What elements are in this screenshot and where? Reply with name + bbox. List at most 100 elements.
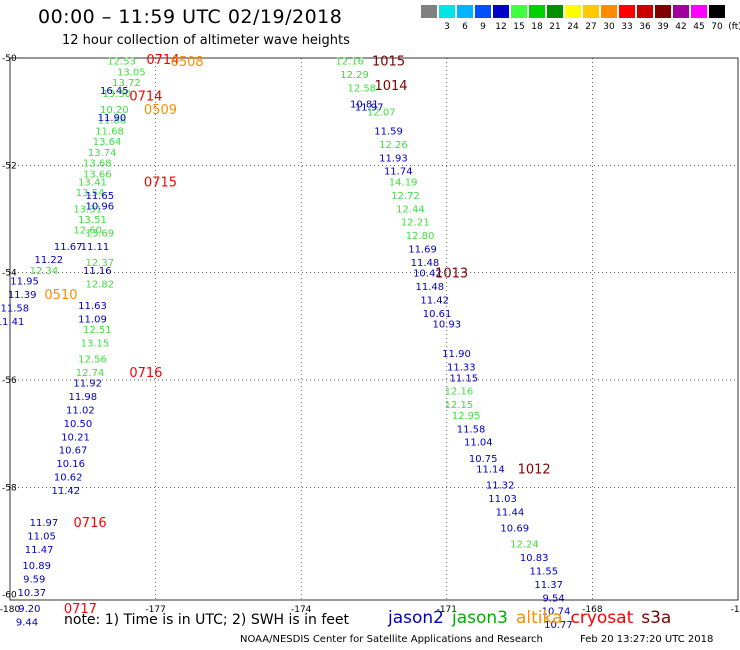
legend-label: 21 (549, 22, 561, 32)
legend-swatch (493, 5, 509, 18)
wave-height-value: 12.15 (445, 400, 474, 411)
lon-tick-label: -177 (145, 605, 165, 615)
wave-height-value: 11.92 (73, 379, 102, 390)
wave-height-value: 13.74 (88, 148, 117, 159)
wave-height-value: 10.42 (413, 269, 442, 280)
wave-height-value: 11.93 (379, 153, 408, 164)
wave-height-value: 12.16 (335, 57, 364, 68)
wave-height-value: 12.95 (452, 411, 481, 422)
legend-swatch (475, 5, 491, 18)
wave-height-value: 10.74 (542, 607, 571, 618)
satellite-key-altika: altika (516, 608, 563, 628)
pass-time-label: 1014 (374, 79, 407, 94)
wave-height-value: 11.39 (8, 290, 37, 301)
legend-unit: (ft) (728, 22, 740, 32)
wave-height-value: 11.09 (78, 314, 107, 325)
pass-time-label: 0717 (64, 602, 97, 617)
legend-label: 27 (585, 22, 597, 32)
map-grid (10, 58, 738, 600)
wave-height-value: 11.58 (1, 304, 30, 315)
wave-height-value: 10.69 (500, 524, 529, 535)
pass-time-label: 0510 (44, 288, 77, 303)
wave-height-value: 11.59 (374, 126, 403, 137)
wave-height-value: 10.83 (520, 553, 549, 564)
wave-height-value: 12.16 (445, 387, 474, 398)
wave-height-value: 11.02 (66, 405, 95, 416)
lon-tick-label: -168 (582, 605, 603, 615)
legend-swatch (637, 5, 653, 18)
wave-height-value: 13.68 (83, 159, 112, 170)
wave-height-value: 10.67 (59, 446, 88, 457)
pass-time-label: 0714 (146, 53, 179, 68)
generated-timestamp: Feb 20 13:27:20 UTC 2018 (580, 634, 714, 645)
wave-height-value: 13.64 (93, 137, 122, 148)
wave-height-value: 12.51 (83, 325, 112, 336)
wave-height-value: 11.33 (447, 363, 476, 374)
satellite-key-s3a: s3a (641, 608, 672, 628)
wave-height-value: 12.34 (30, 266, 59, 277)
wave-height-value: 11.41 (0, 317, 24, 328)
wave-height-value: 10.89 (22, 561, 51, 572)
wave-height-value: 10.20 (100, 105, 129, 116)
legend-label: 24 (567, 22, 579, 32)
wave-height-value: 11.42 (51, 486, 80, 497)
wave-height-value: 10.50 (64, 419, 93, 430)
wave-height-value: 12.56 (78, 355, 107, 366)
wave-height-value: 13.69 (85, 228, 114, 239)
wave-height-value: 9.44 (16, 617, 38, 628)
legend-label: 6 (462, 22, 468, 32)
legend-swatch (547, 5, 563, 18)
wave-height-value: 11.98 (68, 392, 97, 403)
legend-label: 42 (675, 22, 687, 32)
pass-time-label: 1012 (518, 463, 551, 478)
wave-height-value: 12.74 (76, 368, 105, 379)
wave-height-value: 11.15 (449, 373, 478, 384)
wave-height-value: 13.54 (76, 188, 105, 199)
wave-height-value: 10.21 (61, 432, 90, 443)
lon-tick-label: -16 (731, 605, 740, 615)
legend-label: 70 (711, 22, 723, 32)
wave-height-value: 11.65 (85, 191, 114, 202)
wave-height-value: 12.37 (85, 258, 114, 269)
legend-swatch (601, 5, 617, 18)
legend-swatch (709, 5, 725, 18)
wave-height-value: 11.74 (384, 167, 413, 178)
pass-time-label: 1013 (435, 267, 468, 282)
map-axes: -180 -177 -174 -171 -168 -16 -50 -52 -54 -56 -58 -6… (0, 54, 740, 615)
wave-height-value: 12.60 (73, 226, 102, 237)
legend-label: 45 (693, 22, 705, 32)
footer-note: note: 1) Time is in UTC; 2) SWH is in fe… (64, 612, 350, 628)
wave-height-value: 11.22 (35, 255, 64, 266)
wave-height-value: 10.96 (85, 202, 114, 213)
wave-height-value: 11.11 (81, 242, 110, 253)
pass-time-label: 0509 (144, 103, 177, 118)
lat-tick-label: -54 (2, 269, 17, 279)
wave-height-value: 10.81 (350, 100, 379, 111)
legend-label: 9 (480, 22, 486, 32)
wave-height-value: 13.31 (73, 204, 102, 215)
wave-height-value: 11.68 (95, 126, 124, 137)
wave-height-value: 11.42 (420, 295, 449, 306)
wave-height-value: 11.58 (457, 424, 486, 435)
wave-height-value: 13.66 (83, 169, 112, 180)
wave-height-value: 10.37 (18, 588, 47, 599)
wave-height-value: 10.61 (423, 309, 452, 320)
lat-tick-label: -60 (2, 591, 17, 601)
wave-height-value: 11.90 (98, 113, 127, 124)
wave-height-value: 11.97 (30, 518, 59, 529)
wave-height-value: 11.86 (98, 116, 127, 127)
lon-tick-label: -174 (291, 605, 312, 615)
wave-height-value: 11.48 (411, 258, 440, 269)
wave-height-value: 13.15 (81, 338, 110, 349)
wave-height-value: 12.80 (406, 231, 435, 242)
wave-height-value: 10.77 (544, 620, 573, 631)
wave-height-value: 11.14 (476, 465, 505, 476)
wave-height-value: 11.04 (464, 438, 493, 449)
legend-swatch (565, 5, 581, 18)
satellite-key-cryosat: cryosat (570, 608, 634, 628)
wave-height-value: 11.44 (496, 507, 525, 518)
lat-tick-label: -52 (2, 161, 17, 171)
wave-height-value: 12.53 (107, 57, 136, 68)
wave-height-value: 9.54 (542, 593, 564, 604)
